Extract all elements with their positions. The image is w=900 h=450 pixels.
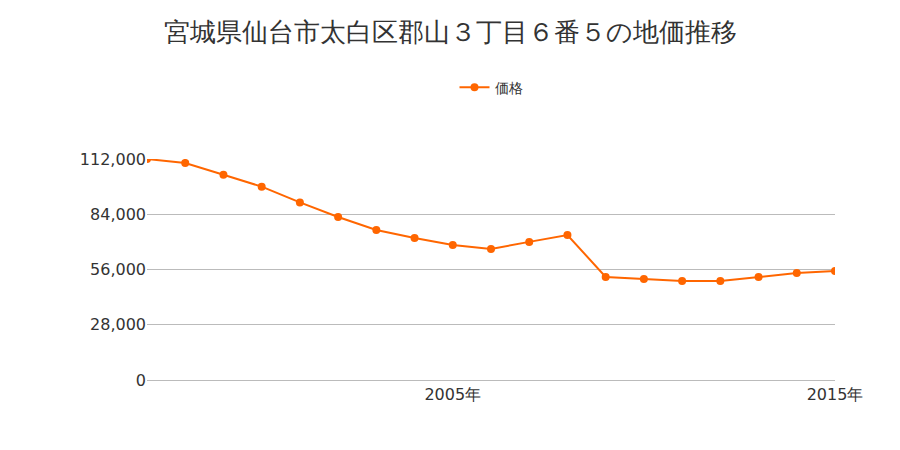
svg-text:宮城県仙台市太白区郡山３丁目６番５の地価推移: 宮城県仙台市太白区郡山３丁目６番５の地価推移 xyxy=(164,17,737,47)
svg-text:価格: 価格 xyxy=(495,80,523,96)
svg-text:112,000: 112,000 xyxy=(80,150,146,169)
svg-text:56,000: 56,000 xyxy=(90,260,146,279)
svg-text:0: 0 xyxy=(136,371,146,390)
svg-text:84,000: 84,000 xyxy=(90,205,146,224)
svg-text:28,000: 28,000 xyxy=(90,315,146,334)
svg-text:2005年: 2005年 xyxy=(424,385,481,404)
svg-text:2015年: 2015年 xyxy=(807,385,864,404)
